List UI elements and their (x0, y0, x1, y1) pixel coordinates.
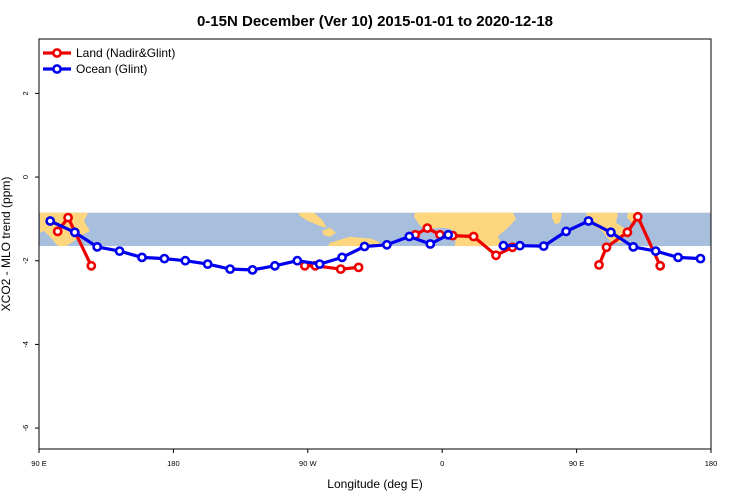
plot-frame (38, 38, 712, 450)
x-tick-label: 90 E (569, 459, 584, 468)
series-land-point (622, 227, 633, 238)
legend-swatch-marker (52, 64, 62, 74)
legend-item-ocean: Ocean (Glint) (43, 62, 147, 76)
series-ocean-point (515, 240, 525, 251)
series-land-point (655, 260, 666, 271)
series-ocean-point (337, 252, 347, 263)
y-tick-label: -2 (21, 257, 30, 264)
series-ocean-point (180, 255, 191, 266)
series-ocean-point (381, 239, 392, 250)
y-tick-label: -6 (21, 425, 30, 432)
series-ocean (45, 216, 706, 275)
x-axis: 90 E 180 90 W 0 90 E 180 (31, 449, 717, 468)
y-tick-label: 2 (21, 91, 30, 95)
series-ocean-point (650, 246, 661, 256)
series-land-point (632, 211, 643, 222)
series-land-point (353, 262, 364, 273)
series-land-point (468, 231, 479, 242)
series-ocean-point (628, 241, 639, 252)
land-panama (322, 227, 336, 237)
series-ocean-point (606, 227, 616, 238)
series-ocean-point (498, 240, 509, 251)
chart-title: 0-15N December (Ver 10) 2015-01-01 to 20… (197, 13, 553, 30)
y-tick-label: 0 (21, 175, 30, 179)
series-ocean-point (538, 241, 549, 251)
series-ocean-point (247, 264, 258, 275)
series-land-point (335, 264, 346, 274)
series-ocean-point (137, 252, 147, 263)
series-ocean-point (269, 260, 280, 271)
land-sri-lanka-india (552, 212, 562, 225)
x-axis-label: Longitude (deg E) (327, 477, 422, 491)
series-ocean-point (92, 241, 103, 252)
series-ocean-point (695, 253, 706, 264)
land-central-america (298, 212, 327, 228)
series-land-point (63, 212, 73, 223)
series-ocean-point (561, 226, 571, 237)
series-ocean-point (114, 246, 125, 256)
series-land-point (52, 226, 63, 237)
x-tick-label: 180 (167, 459, 180, 468)
series-land-line (304, 264, 359, 271)
legend-label: Land (Nadir&Glint) (76, 46, 175, 60)
legend: Land (Nadir&Glint) Ocean (Glint) (43, 46, 175, 76)
series-ocean-point (443, 229, 454, 240)
series-ocean-point (583, 216, 594, 226)
legend-label: Ocean (Glint) (76, 62, 147, 76)
series-ocean-point (225, 264, 235, 274)
series-ocean-point (359, 241, 370, 252)
series-ocean-line (503, 219, 701, 261)
series-land-point (422, 223, 433, 233)
series-ocean-point (69, 227, 80, 238)
legend-item-land: Land (Nadir&Glint) (43, 46, 175, 60)
x-tick-label: 0 (440, 459, 444, 468)
y-axis-label: XCO2 - MLO trend (ppm) (0, 177, 13, 312)
series-ocean-point (673, 252, 683, 263)
series-ocean-point (292, 255, 303, 266)
series-ocean-point (45, 216, 56, 226)
y-axis: 2 0 -2 -4 -6 (21, 91, 39, 431)
x-tick-label: 90 E (31, 459, 46, 468)
y-tick-label: -4 (21, 341, 30, 348)
series-land-point (491, 250, 501, 261)
series-ocean-point (159, 253, 170, 264)
map-strip (39, 212, 711, 247)
series-land-point (601, 242, 612, 253)
series-land-point (594, 259, 604, 270)
x-tick-label: 90 W (299, 459, 317, 468)
series-land-point (86, 260, 97, 271)
land-africa (418, 212, 516, 247)
x-tick-label: 180 (705, 459, 718, 468)
series-ocean-point (314, 259, 325, 269)
series-ocean-point (404, 231, 415, 242)
series-ocean-point (202, 259, 213, 269)
legend-swatch-marker (52, 48, 62, 58)
series-ocean-point (425, 239, 436, 249)
